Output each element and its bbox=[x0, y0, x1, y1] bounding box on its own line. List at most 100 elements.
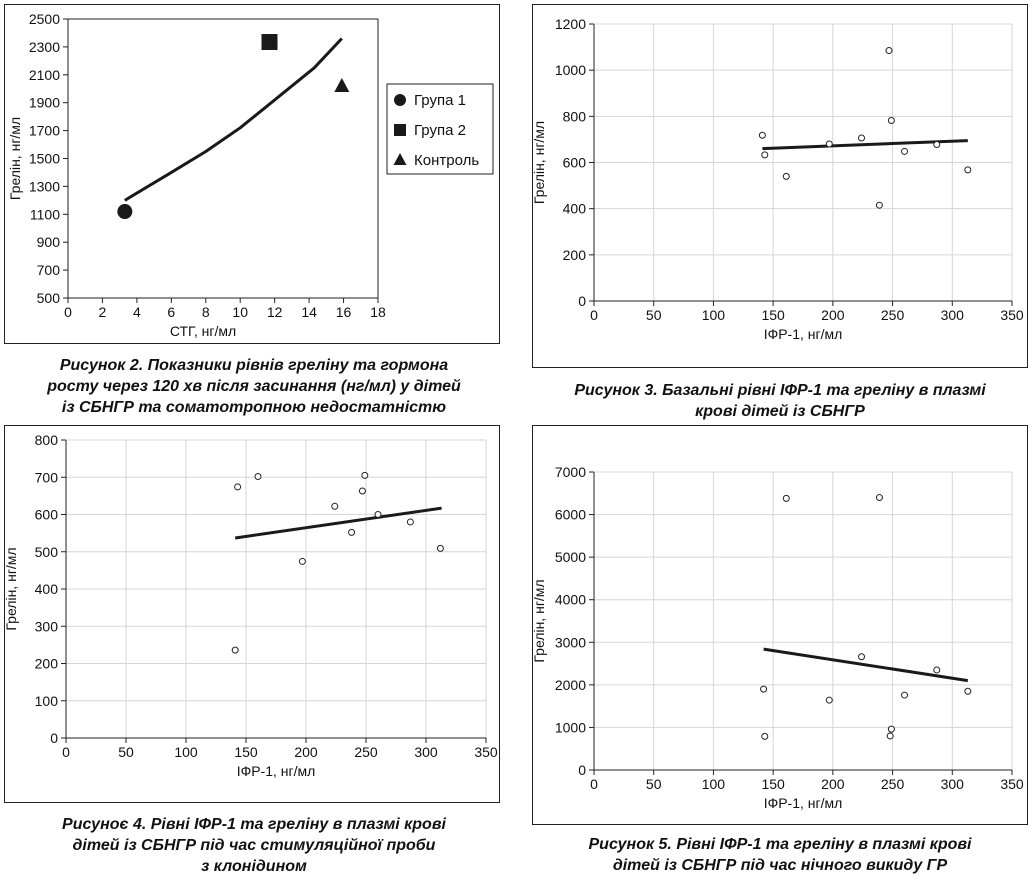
data-point bbox=[234, 483, 242, 491]
data-point bbox=[858, 134, 866, 142]
x-tick-label: 350 bbox=[1000, 776, 1024, 792]
chart-1-caption: Рисунок 2. Показники рівнів греліну та г… bbox=[4, 355, 504, 418]
y-tick-label: 800 bbox=[563, 108, 587, 124]
x-tick-label: 350 bbox=[474, 744, 498, 760]
data-point bbox=[875, 494, 883, 502]
trend-line bbox=[124, 37, 343, 202]
y-tick-label: 600 bbox=[563, 155, 587, 171]
y-tick-label: 500 bbox=[35, 544, 59, 560]
y-tick-label: 3000 bbox=[555, 634, 586, 650]
x-tick-label: 150 bbox=[234, 744, 258, 760]
data-point bbox=[758, 131, 766, 139]
caption-line: з клонідином bbox=[201, 858, 307, 875]
chart-2-caption: Рисунок 3. Базальні рівні ІФР-1 та грелі… bbox=[530, 380, 1030, 422]
x-tick-label: 250 bbox=[354, 744, 378, 760]
data-point-circle bbox=[117, 204, 133, 220]
x-tick-label: 300 bbox=[941, 776, 965, 792]
data-point-triangle bbox=[334, 77, 350, 92]
data-point bbox=[782, 494, 790, 502]
chart-frame-4 bbox=[532, 425, 1028, 825]
y-tick-label: 1700 bbox=[29, 123, 60, 139]
data-point bbox=[886, 732, 894, 740]
data-point bbox=[331, 502, 339, 510]
x-tick-label: 100 bbox=[702, 307, 726, 323]
chart-3-caption: Рисуноє 4. Рівні ІФР-1 та греліну в плаз… bbox=[4, 814, 504, 877]
x-tick-label: 350 bbox=[1000, 307, 1024, 323]
data-point bbox=[761, 151, 769, 159]
y-tick-label: 7000 bbox=[555, 464, 586, 480]
x-axis-title: ІФР-1, нг/мл bbox=[764, 795, 843, 811]
data-point bbox=[933, 140, 941, 148]
y-tick-label: 1100 bbox=[30, 206, 60, 222]
y-tick-label: 800 bbox=[35, 432, 59, 448]
y-tick-label: 700 bbox=[35, 469, 59, 485]
caption-line: дітей із СБНГР під час нічного викиду ГР bbox=[612, 857, 948, 874]
y-tick-label: 1900 bbox=[29, 95, 60, 111]
y-tick-label: 4000 bbox=[555, 592, 586, 608]
x-tick-label: 0 bbox=[62, 744, 70, 760]
y-axis-title: Грелін, нг/мл bbox=[531, 121, 547, 204]
x-axis-title: СТГ, нг/мл bbox=[170, 323, 236, 339]
y-tick-label: 400 bbox=[35, 581, 59, 597]
y-tick-label: 2000 bbox=[555, 677, 586, 693]
y-tick-label: 1500 bbox=[29, 151, 60, 167]
data-point bbox=[885, 47, 893, 55]
legend-marker-circle bbox=[394, 94, 406, 106]
y-tick-label: 300 bbox=[35, 618, 59, 634]
x-tick-label: 150 bbox=[761, 776, 785, 792]
x-tick-label: 6 bbox=[167, 304, 175, 320]
y-tick-label: 500 bbox=[37, 290, 61, 306]
y-tick-label: 1300 bbox=[29, 178, 60, 194]
data-point bbox=[761, 732, 769, 740]
data-point bbox=[964, 687, 972, 695]
caption-line: Рисунок 2. Показники рівнів греліну та г… bbox=[59, 357, 449, 374]
y-tick-label: 2500 bbox=[29, 11, 60, 27]
y-tick-label: 900 bbox=[37, 234, 61, 250]
y-tick-label: 0 bbox=[578, 762, 586, 778]
data-point bbox=[231, 646, 239, 654]
x-tick-label: 14 bbox=[301, 304, 317, 320]
legend-marker-square bbox=[394, 124, 406, 136]
x-tick-label: 50 bbox=[646, 307, 662, 323]
y-tick-label: 200 bbox=[35, 656, 59, 672]
x-tick-label: 4 bbox=[133, 304, 141, 320]
data-point bbox=[298, 557, 306, 565]
data-point bbox=[825, 140, 833, 148]
y-axis-title: Грелін, нг/мл bbox=[7, 117, 23, 200]
y-axis-title: Грелін, нг/мл bbox=[3, 547, 19, 630]
trend-line bbox=[763, 647, 969, 683]
x-tick-label: 300 bbox=[414, 744, 438, 760]
y-tick-label: 0 bbox=[50, 730, 58, 746]
data-point bbox=[436, 544, 444, 552]
data-point bbox=[361, 471, 369, 479]
x-tick-label: 16 bbox=[336, 304, 352, 320]
data-point bbox=[760, 685, 768, 693]
y-tick-label: 100 bbox=[35, 693, 59, 709]
y-tick-label: 1000 bbox=[555, 719, 586, 735]
y-tick-label: 200 bbox=[563, 247, 587, 263]
x-tick-label: 250 bbox=[881, 307, 905, 323]
y-tick-label: 1200 bbox=[555, 16, 586, 32]
data-point bbox=[887, 116, 895, 124]
y-tick-label: 1000 bbox=[555, 62, 586, 78]
data-point bbox=[406, 518, 414, 526]
caption-line: Рисунок 5. Рівні ІФР-1 та греліну в плаз… bbox=[588, 836, 972, 853]
x-tick-label: 50 bbox=[646, 776, 662, 792]
x-tick-label: 10 bbox=[232, 304, 248, 320]
chart-frame-3 bbox=[4, 425, 500, 803]
trend-line bbox=[762, 139, 968, 151]
caption-line: Рисуноє 4. Рівні ІФР-1 та греліну в плаз… bbox=[62, 816, 446, 833]
x-tick-label: 250 bbox=[881, 776, 905, 792]
legend-label: Група 1 bbox=[414, 92, 466, 109]
x-tick-label: 12 bbox=[267, 304, 283, 320]
data-point bbox=[782, 172, 790, 180]
data-point bbox=[254, 473, 262, 481]
y-tick-label: 0 bbox=[578, 293, 586, 309]
legend-label: Група 2 bbox=[414, 122, 466, 139]
x-tick-label: 150 bbox=[761, 307, 785, 323]
x-tick-label: 200 bbox=[294, 744, 318, 760]
caption-line: Рисунок 3. Базальні рівні ІФР-1 та грелі… bbox=[574, 382, 986, 399]
y-tick-label: 600 bbox=[35, 507, 59, 523]
x-tick-label: 200 bbox=[821, 776, 845, 792]
